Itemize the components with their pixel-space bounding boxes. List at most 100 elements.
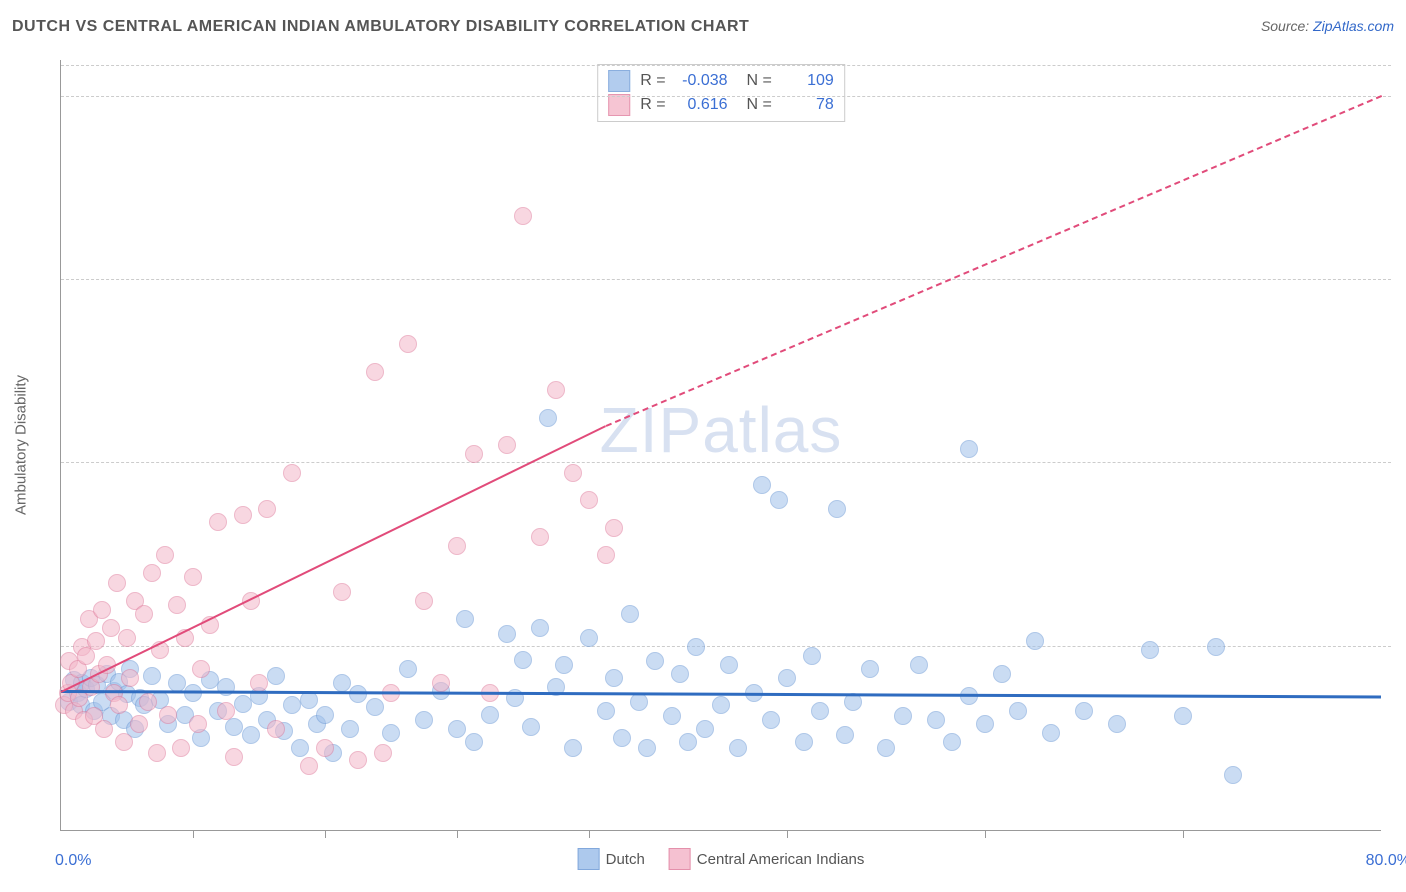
dutch-point — [1141, 641, 1159, 659]
cai-point — [135, 605, 153, 623]
dutch-point — [795, 733, 813, 751]
legend-swatch — [578, 848, 600, 870]
dutch-point — [696, 720, 714, 738]
cai-point — [184, 568, 202, 586]
dutch-point — [580, 629, 598, 647]
dutch-point — [366, 698, 384, 716]
cai-point — [366, 363, 384, 381]
dutch-point — [283, 696, 301, 714]
dutch-point — [1009, 702, 1027, 720]
dutch-point — [828, 500, 846, 518]
cai-point — [432, 674, 450, 692]
dutch-point — [729, 739, 747, 757]
dutch-point — [531, 619, 549, 637]
legend-swatch — [608, 70, 630, 92]
stat-n-label: N = — [738, 69, 772, 93]
cai-point — [143, 564, 161, 582]
dutch-point — [803, 647, 821, 665]
legend-swatch — [608, 94, 630, 116]
x-tick — [589, 830, 590, 838]
dutch-point — [1026, 632, 1044, 650]
dutch-point — [811, 702, 829, 720]
cai-point — [192, 660, 210, 678]
dutch-point — [646, 652, 664, 670]
cai-point — [564, 464, 582, 482]
legend-swatch — [669, 848, 691, 870]
cai-point — [115, 733, 133, 751]
cai-point — [349, 751, 367, 769]
watermark: ZIPatlas — [600, 393, 843, 467]
dutch-point — [894, 707, 912, 725]
cai-point — [580, 491, 598, 509]
cai-point — [547, 381, 565, 399]
gridline — [61, 279, 1391, 280]
cai-point — [283, 464, 301, 482]
stat-n-value: 109 — [782, 69, 834, 93]
cai-point — [333, 583, 351, 601]
source: Source: ZipAtlas.com — [1261, 18, 1394, 34]
dutch-point — [605, 669, 623, 687]
title-bar: DUTCH VS CENTRAL AMERICAN INDIAN AMBULAT… — [12, 18, 1394, 36]
cai-point — [148, 744, 166, 762]
cai-point — [87, 632, 105, 650]
source-link[interactable]: ZipAtlas.com — [1313, 18, 1394, 34]
cai-point — [189, 715, 207, 733]
dutch-point — [522, 718, 540, 736]
dutch-point — [927, 711, 945, 729]
cai-point — [95, 720, 113, 738]
cai-point — [217, 702, 235, 720]
cai-point — [514, 207, 532, 225]
dutch-point — [234, 695, 252, 713]
dutch-point — [143, 667, 161, 685]
cai-point — [172, 739, 190, 757]
legend-label: Central American Indians — [697, 851, 865, 868]
dutch-point — [770, 491, 788, 509]
x-min-label: 0.0% — [55, 852, 91, 870]
dutch-point — [943, 733, 961, 751]
cai-point — [234, 506, 252, 524]
cai-point — [531, 528, 549, 546]
cai-point — [118, 629, 136, 647]
dutch-point — [762, 711, 780, 729]
cai-point — [110, 696, 128, 714]
x-tick — [1183, 830, 1184, 838]
dutch-point — [514, 651, 532, 669]
dutch-point — [712, 696, 730, 714]
gridline — [61, 462, 1391, 463]
dutch-point — [341, 720, 359, 738]
dutch-point — [976, 715, 994, 733]
scatter-plot: Ambulatory Disability ZIPatlas R =-0.038… — [60, 60, 1381, 831]
chart-title: DUTCH VS CENTRAL AMERICAN INDIAN AMBULAT… — [12, 18, 749, 36]
dutch-point — [481, 706, 499, 724]
dutch-point — [1108, 715, 1126, 733]
dutch-point — [448, 720, 466, 738]
cai-point — [465, 445, 483, 463]
legend-stats-row: R =-0.038 N =109 — [608, 69, 834, 93]
dutch-point — [333, 674, 351, 692]
dutch-point — [720, 656, 738, 674]
y-axis-title: Ambulatory Disability — [13, 375, 30, 515]
dutch-point — [687, 638, 705, 656]
dutch-point — [399, 660, 417, 678]
dutch-point — [1075, 702, 1093, 720]
cai-point — [168, 596, 186, 614]
cai-point — [139, 693, 157, 711]
dutch-point — [267, 667, 285, 685]
dutch-point — [1174, 707, 1192, 725]
x-tick — [193, 830, 194, 838]
legend-label: Dutch — [606, 851, 645, 868]
dutch-point — [993, 665, 1011, 683]
cai-point — [108, 574, 126, 592]
dutch-point — [597, 702, 615, 720]
dutch-point — [877, 739, 895, 757]
cai-point — [159, 706, 177, 724]
dutch-point — [291, 739, 309, 757]
x-tick — [985, 830, 986, 838]
cai-point — [258, 500, 276, 518]
stat-r-label: R = — [640, 69, 665, 93]
cai-point — [121, 669, 139, 687]
dutch-point — [778, 669, 796, 687]
cai-point — [316, 739, 334, 757]
legend-item: Dutch — [578, 848, 645, 870]
dutch-point — [539, 409, 557, 427]
